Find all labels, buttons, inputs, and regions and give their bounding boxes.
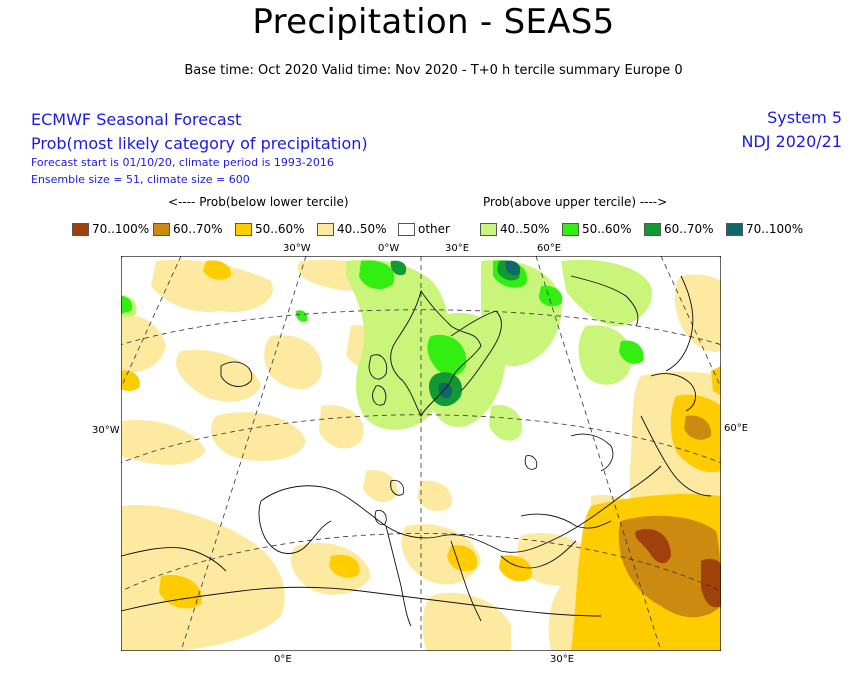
forecast-map — [121, 256, 721, 651]
top-tick-60e: 60°E — [537, 243, 562, 254]
chart-title: Precipitation - SEAS5 — [252, 2, 615, 42]
legend-label: 40..50% — [337, 222, 387, 236]
legend-item: 50..60% — [562, 221, 632, 237]
below-70-100-areas — [635, 528, 721, 608]
top-tick-30e: 30°E — [445, 243, 470, 254]
forecast-variable-label: Prob(most likely category of precipitati… — [31, 134, 368, 153]
above-70-100-areas — [438, 260, 521, 399]
chart-subtitle: Base time: Oct 2020 Valid time: Nov 2020… — [184, 63, 683, 78]
coastlines — [121, 275, 712, 627]
graticule — [121, 256, 721, 651]
legend-swatch — [235, 222, 252, 236]
bottom-tick-30e: 30°E — [550, 654, 575, 665]
legend-item: 70..100% — [726, 221, 803, 237]
top-tick-30w: 30°W — [283, 243, 311, 254]
forecast-start-label: Forecast start is 01/10/20, climate peri… — [31, 156, 334, 169]
legend-label: 70..100% — [746, 222, 804, 236]
legend-item: 40..50% — [317, 221, 387, 237]
legend-item: other — [398, 221, 450, 237]
bottom-tick-0e: 0°E — [274, 654, 292, 665]
legend-item: 70..100% — [72, 221, 149, 237]
legend-label: 50..60% — [582, 222, 632, 236]
legend-label: 60..70% — [173, 222, 223, 236]
ensemble-size-label: Ensemble size = 51, climate size = 600 — [31, 173, 250, 186]
legend-item: 60..70% — [153, 221, 223, 237]
top-tick-0w: 0°W — [378, 243, 400, 254]
legend-swatch — [398, 222, 415, 236]
legend-label: 70..100% — [92, 222, 150, 236]
legend-item: 50..60% — [235, 221, 305, 237]
legend-item: 60..70% — [644, 221, 714, 237]
legend-below-header: <---- Prob(below lower tercile) — [168, 195, 349, 209]
left-tick-30w: 30°W — [92, 425, 120, 436]
legend-swatch — [562, 222, 579, 236]
legend-above-header: Prob(above upper tercile) ----> — [483, 195, 668, 209]
legend-swatch — [726, 222, 743, 236]
legend-swatch — [480, 222, 497, 236]
legend-swatch — [317, 222, 334, 236]
legend-label: other — [418, 222, 450, 236]
legend-item: 40..50% — [480, 221, 550, 237]
system-label: System 5 — [767, 108, 842, 127]
period-label: NDJ 2020/21 — [741, 132, 842, 151]
legend-label: 40..50% — [500, 222, 550, 236]
legend-swatch — [72, 222, 89, 236]
legend-label: 60..70% — [664, 222, 714, 236]
legend-swatch — [644, 222, 661, 236]
right-tick-60e: 60°E — [724, 423, 749, 434]
legend-swatch — [153, 222, 170, 236]
forecast-source-label: ECMWF Seasonal Forecast — [31, 110, 242, 129]
legend-label: 50..60% — [255, 222, 305, 236]
